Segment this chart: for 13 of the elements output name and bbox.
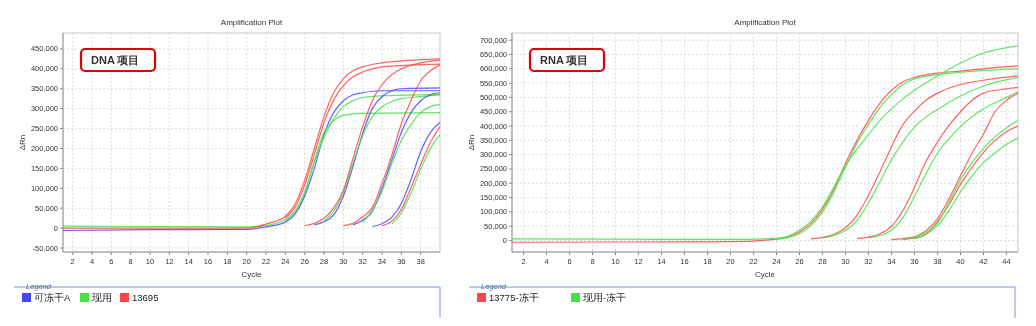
y-axis-title: ΔRn <box>18 134 27 151</box>
legend-label: 现用-冻干 <box>583 292 627 303</box>
legend-label: 现用 <box>92 292 112 303</box>
legend-label: 13695 <box>132 292 159 303</box>
y-axis-title: ΔRn <box>467 134 476 151</box>
chart-title: Amplification Plot <box>220 18 283 27</box>
chart-title: Amplification Plot <box>734 18 797 27</box>
legend-label: 13775-冻干 <box>489 292 539 303</box>
annotation: DNA 项目 <box>91 54 140 66</box>
legend-label: 可冻干A <box>34 292 71 303</box>
annotation: RNA 项目 <box>540 54 589 66</box>
x-axis-title: Cycle <box>241 270 263 279</box>
x-axis-title: Cycle <box>754 270 776 279</box>
